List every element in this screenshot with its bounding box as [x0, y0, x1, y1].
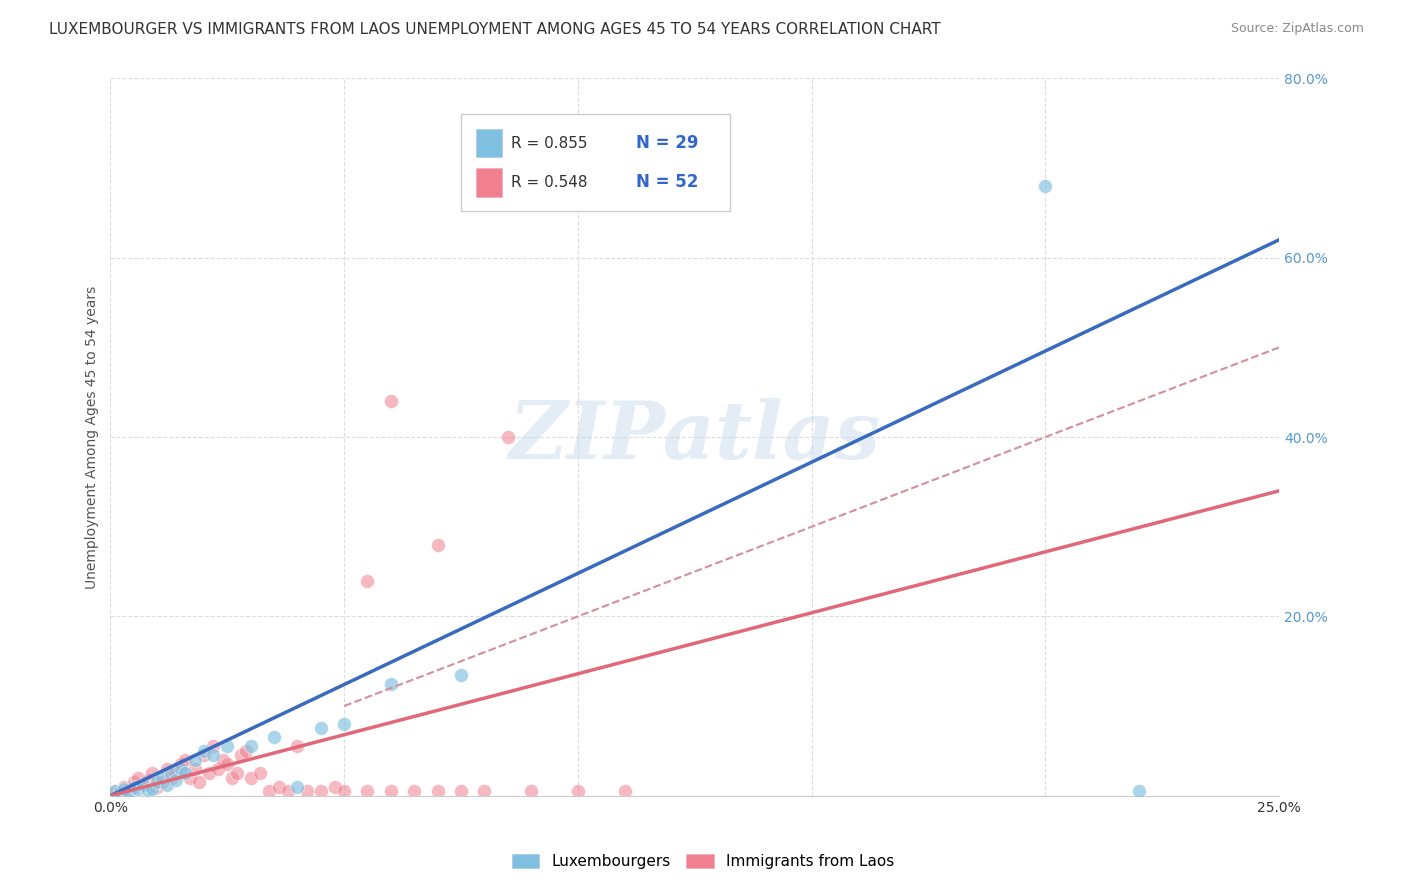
Point [1033, 179, 1056, 194]
Point [333, 717, 356, 731]
Y-axis label: Unemployment Among Ages 45 to 54 years: Unemployment Among Ages 45 to 54 years [86, 285, 100, 589]
Point [108, 785, 131, 799]
Point [496, 430, 519, 444]
Point [202, 739, 225, 754]
Point [146, 780, 169, 794]
Point [155, 762, 177, 776]
Point [114, 781, 136, 796]
Text: Source: ZipAtlas.com: Source: ZipAtlas.com [1230, 22, 1364, 36]
Point [613, 784, 636, 798]
Point [295, 784, 318, 798]
Point [472, 784, 495, 798]
Point [188, 775, 211, 789]
Text: ZIPatlas: ZIPatlas [509, 399, 880, 475]
Point [108, 786, 131, 800]
Legend: Luxembourgers, Immigrants from Laos: Luxembourgers, Immigrants from Laos [506, 848, 900, 875]
Point [309, 722, 332, 736]
Text: N = 29: N = 29 [637, 134, 699, 152]
Point [150, 775, 173, 789]
Point [174, 766, 197, 780]
Point [323, 780, 346, 794]
Point [136, 772, 159, 787]
Point [127, 782, 149, 797]
Point [183, 762, 205, 776]
Point [1128, 784, 1150, 798]
FancyBboxPatch shape [461, 114, 730, 211]
Point [231, 748, 253, 763]
Point [225, 766, 247, 780]
Text: R = 0.855: R = 0.855 [512, 136, 588, 151]
FancyBboxPatch shape [477, 128, 502, 157]
Point [165, 766, 187, 780]
Point [356, 574, 378, 588]
Text: N = 52: N = 52 [637, 173, 699, 192]
Point [132, 778, 155, 792]
Point [520, 784, 543, 798]
Point [450, 667, 472, 681]
Point [127, 771, 149, 785]
Point [141, 766, 163, 780]
Point [122, 775, 145, 789]
Point [380, 784, 402, 798]
Point [174, 753, 197, 767]
Point [118, 786, 141, 800]
Point [426, 538, 449, 552]
Point [114, 780, 136, 794]
Point [193, 744, 215, 758]
Point [104, 784, 127, 798]
Point [179, 771, 201, 785]
Point [217, 739, 239, 754]
Point [169, 757, 191, 772]
Point [426, 784, 449, 798]
Text: R = 0.548: R = 0.548 [512, 175, 588, 190]
Point [239, 739, 262, 754]
Point [239, 771, 262, 785]
Point [380, 394, 402, 409]
Point [202, 748, 225, 763]
Point [207, 762, 229, 776]
Point [249, 766, 271, 780]
Point [235, 744, 257, 758]
Point [404, 784, 426, 798]
Point [169, 762, 191, 776]
Point [155, 778, 177, 792]
Point [136, 783, 159, 797]
Point [259, 784, 281, 798]
Point [146, 775, 169, 789]
Point [118, 781, 141, 796]
Point [267, 780, 290, 794]
Point [104, 784, 127, 798]
Point [197, 766, 219, 780]
Point [150, 771, 173, 785]
Point [221, 771, 243, 785]
Point [277, 784, 299, 798]
Text: LUXEMBOURGER VS IMMIGRANTS FROM LAOS UNEMPLOYMENT AMONG AGES 45 TO 54 YEARS CORR: LUXEMBOURGER VS IMMIGRANTS FROM LAOS UNE… [49, 22, 941, 37]
Point [183, 753, 205, 767]
Point [287, 739, 309, 754]
Point [193, 748, 215, 763]
Point [141, 781, 163, 796]
Point [165, 772, 187, 787]
Point [333, 784, 356, 798]
Point [287, 780, 309, 794]
Point [160, 766, 183, 780]
Point [356, 784, 378, 798]
Point [450, 784, 472, 798]
Point [263, 731, 285, 745]
Point [567, 784, 589, 798]
Point [380, 676, 402, 690]
Point [211, 753, 233, 767]
Point [309, 784, 332, 798]
Point [122, 780, 145, 794]
FancyBboxPatch shape [477, 168, 502, 197]
Point [217, 757, 239, 772]
Point [132, 778, 155, 792]
Point [160, 771, 183, 785]
